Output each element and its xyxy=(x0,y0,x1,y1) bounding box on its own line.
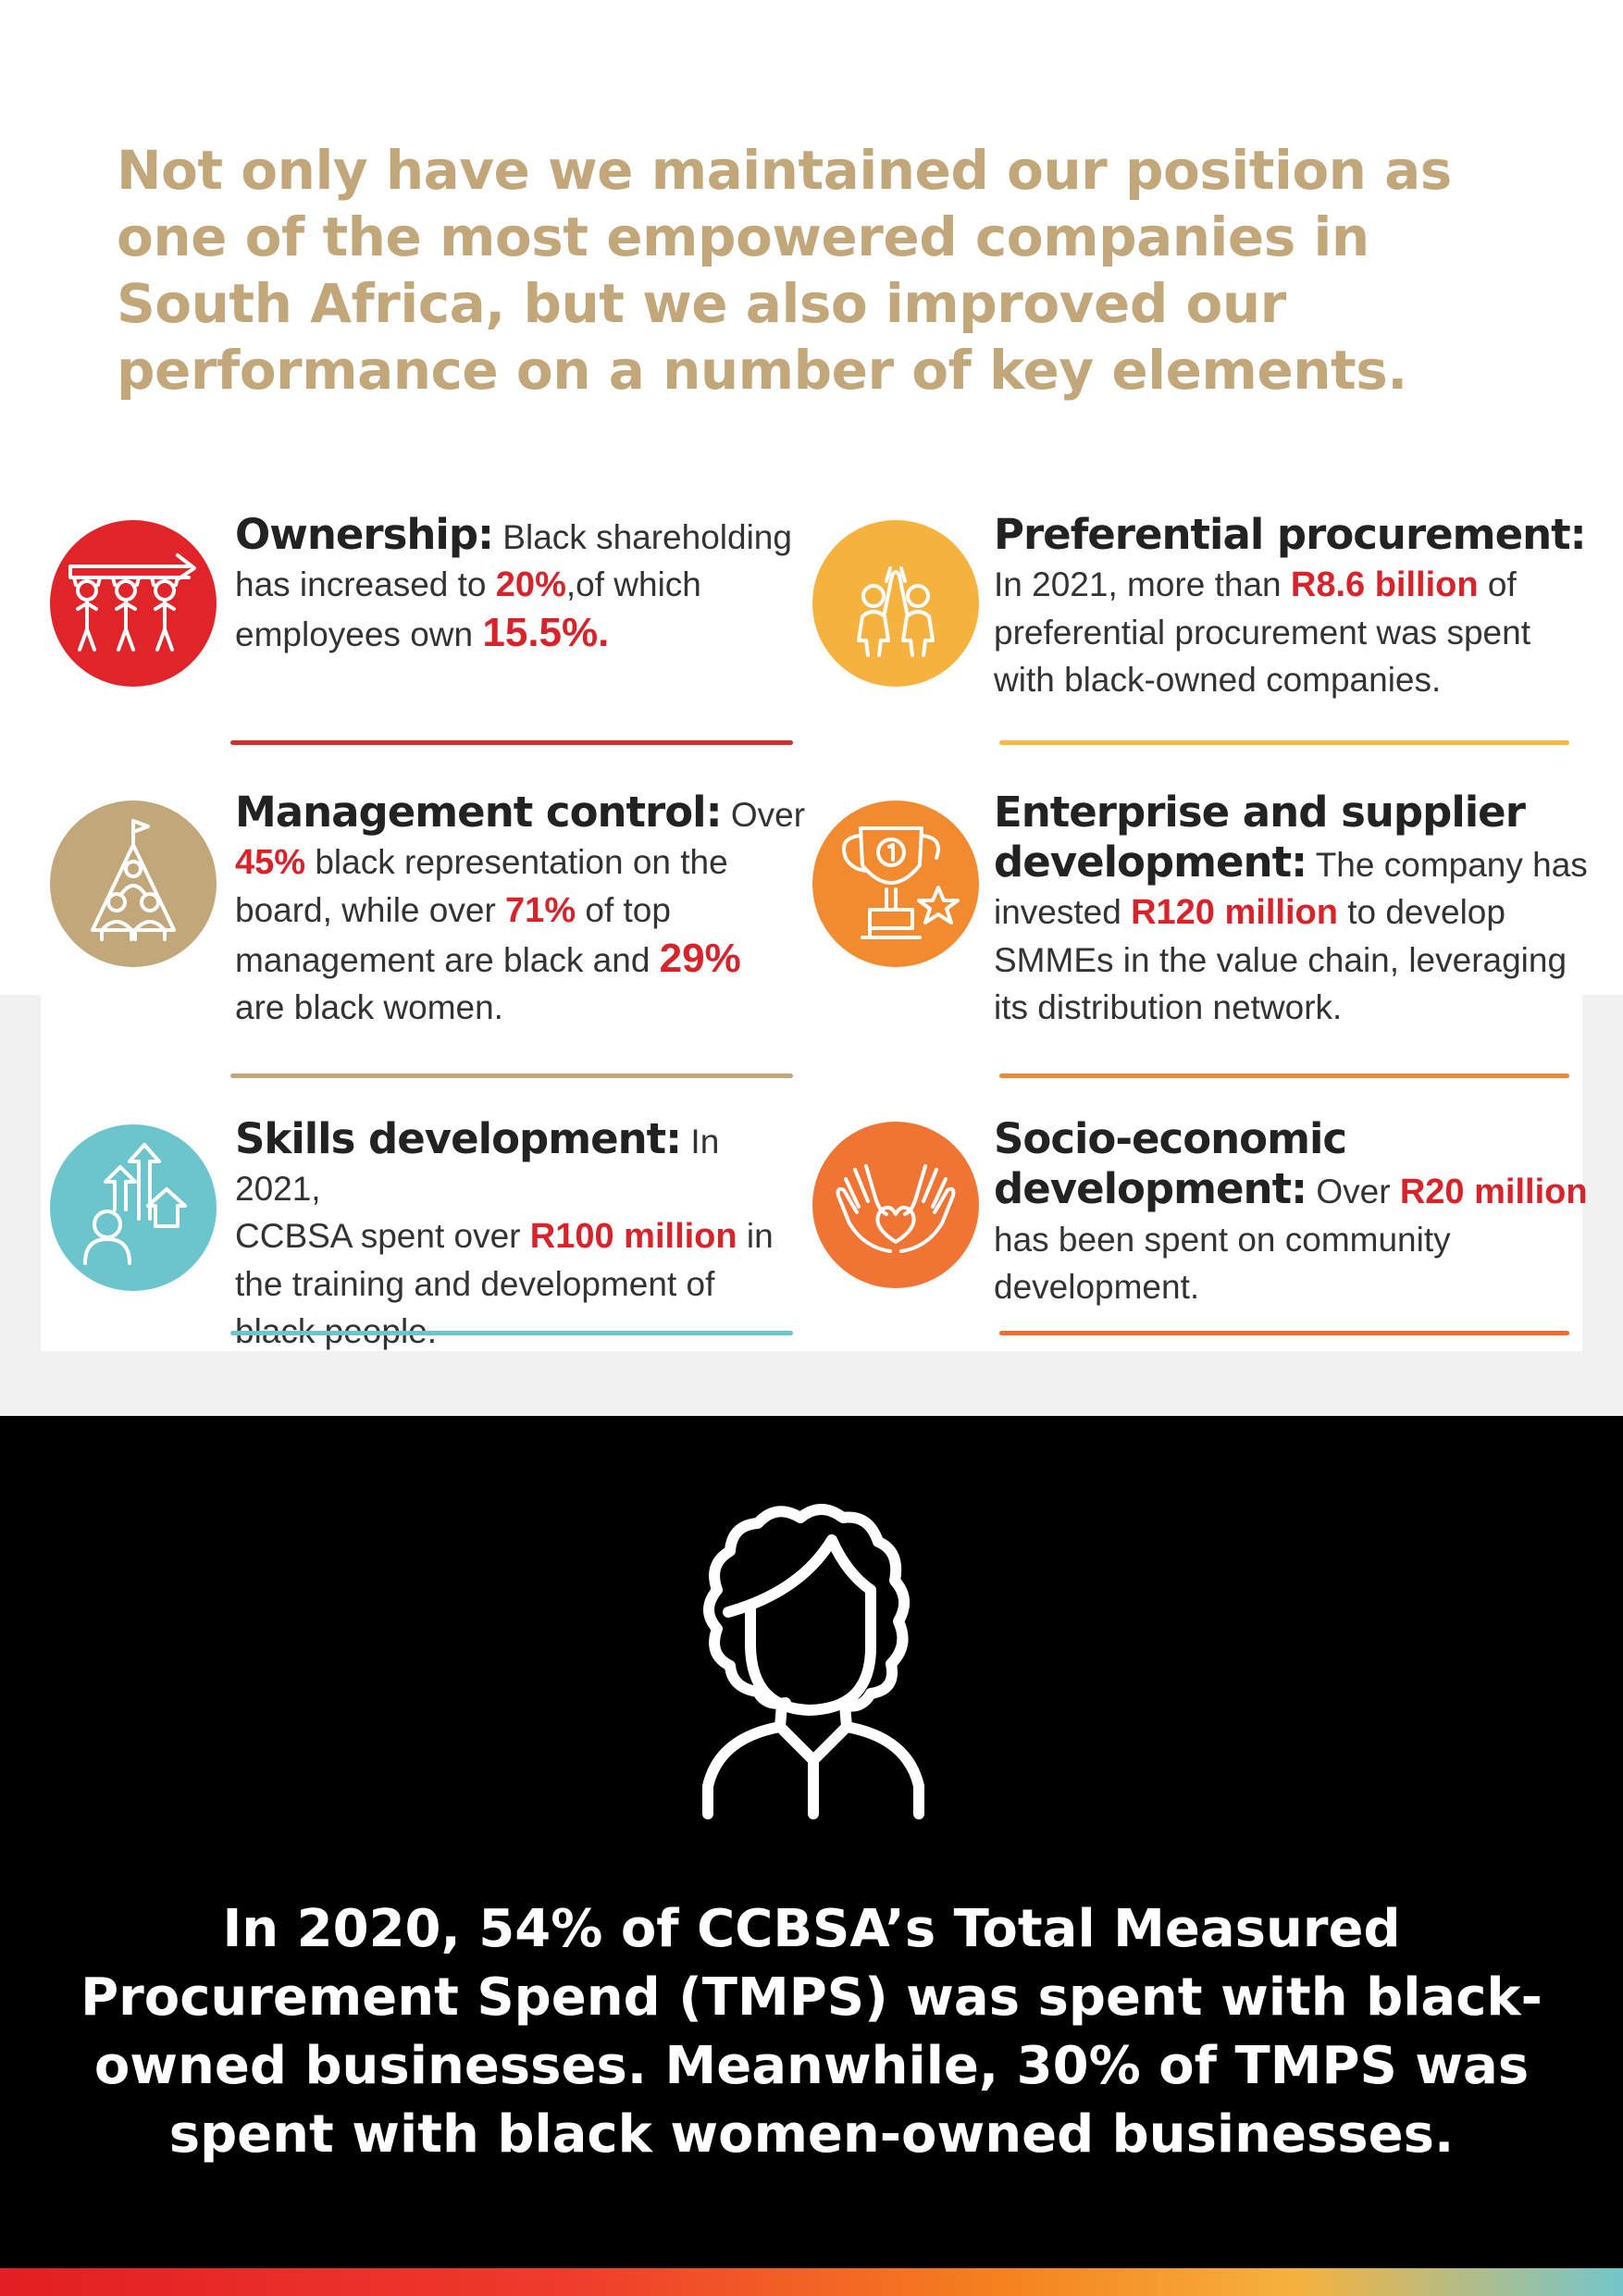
hands-heart-icon xyxy=(836,1164,956,1253)
growth-arrows-person-icon xyxy=(83,1143,187,1265)
socio-spend-value: R20 million xyxy=(1399,1173,1588,1211)
skills-divider xyxy=(230,1331,793,1335)
enterprise-icon-circle xyxy=(812,800,979,967)
enterprise-text: Enterprise and supplier development: The… xyxy=(994,788,1588,1026)
procurement-title: Preferential procurement: xyxy=(994,510,1587,559)
socio-title-line2: development: xyxy=(994,1164,1307,1213)
enterprise-title-line2: development: xyxy=(994,838,1307,887)
enterprise-investment-value: R120 million xyxy=(1131,893,1338,932)
gradient-strip xyxy=(0,2268,1623,2296)
socio-text: Socio-economic development: Over R20 mil… xyxy=(994,1114,1588,1306)
ownership-title: Ownership: xyxy=(235,510,494,559)
team-flag-pyramid-icon xyxy=(91,819,176,941)
procurement-value: R8.6 billion xyxy=(1290,565,1479,604)
enterprise-divider xyxy=(999,1074,1569,1078)
enterprise-title-line1: Enterprise and supplier xyxy=(994,788,1526,837)
management-title: Management control: xyxy=(235,788,723,837)
procurement-text: Preferential procurement: In 2021, more … xyxy=(994,510,1587,699)
procurement-divider xyxy=(999,740,1569,745)
socio-title-line1: Socio-economic xyxy=(994,1114,1347,1163)
management-divider xyxy=(230,1074,793,1078)
board-representation-value: 45% xyxy=(235,843,306,882)
ownership-text: Ownership: Black shareholding has increa… xyxy=(235,510,792,655)
ownership-share-value: 20% xyxy=(495,565,566,604)
woman-outline-icon xyxy=(702,1504,924,1819)
ownership-icon-circle xyxy=(50,520,217,687)
trophy-star-icon xyxy=(842,826,960,939)
content-card xyxy=(41,472,1582,1351)
skills-title: Skills development: xyxy=(235,1114,682,1163)
skills-spend-value: R100 million xyxy=(529,1217,737,1256)
people-pulling-arrow-icon xyxy=(68,553,196,652)
high-five-icon xyxy=(857,566,935,657)
top-management-value: 71% xyxy=(505,891,576,930)
socio-icon-circle xyxy=(812,1122,979,1288)
page-headline: Not only have we maintained our position… xyxy=(117,139,1452,402)
black-women-value: 29% xyxy=(659,936,741,981)
skills-text: Skills development: In 2021, CCBSA spent… xyxy=(235,1114,774,1350)
skills-icon-circle xyxy=(50,1124,217,1291)
tmps-statement: In 2020, 54% of CCBSA’s Total Measured P… xyxy=(81,1899,1542,2165)
procurement-icon-circle xyxy=(812,520,979,687)
management-icon-circle xyxy=(50,800,217,967)
management-text: Management control: Over 45% black repre… xyxy=(235,788,806,1026)
employee-share-value: 15.5%. xyxy=(482,610,610,655)
socio-divider xyxy=(999,1331,1569,1335)
ownership-divider xyxy=(230,740,793,745)
